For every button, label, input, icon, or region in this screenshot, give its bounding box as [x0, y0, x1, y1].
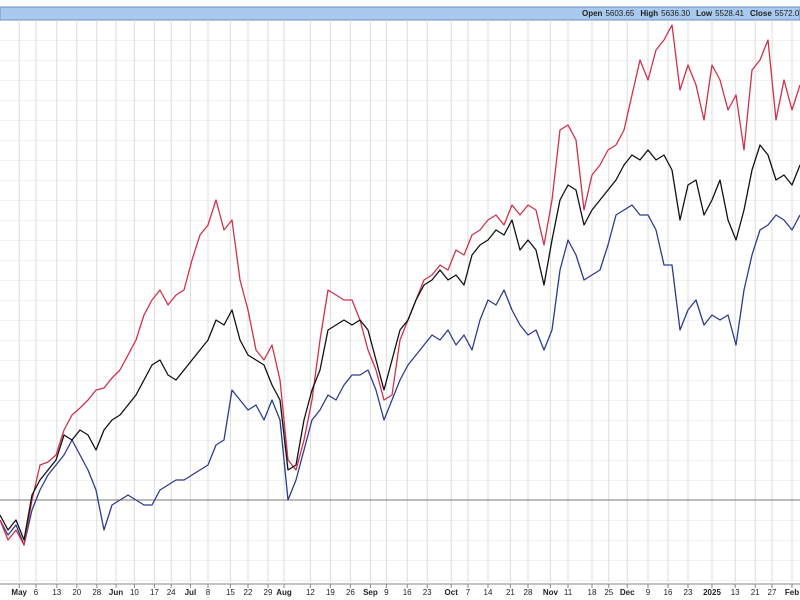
series-line — [0, 204, 800, 546]
header-label: High — [640, 9, 658, 18]
x-tick-label: Jun — [109, 588, 123, 597]
x-tick-label: 28 — [524, 588, 533, 597]
header-label: Open — [582, 9, 603, 18]
x-axis-labels: May 6 13 20 28 Jun 10 17 24 Jul 8 15 22 29 Aug 12 19 26 Se… — [11, 584, 799, 597]
x-tick-label: 25 — [604, 588, 613, 597]
header-value: 5572.07 — [775, 9, 800, 18]
x-tick-label: Feb — [785, 588, 799, 597]
x-tick-label: 13 — [52, 588, 61, 597]
x-tick-label: Nov — [543, 588, 559, 597]
x-tick-label: May — [11, 588, 27, 597]
x-tick-label: 17 — [150, 588, 159, 597]
x-tick-label: 19 — [326, 588, 335, 597]
x-tick-label: 15 — [226, 588, 235, 597]
series — [0, 24, 800, 546]
x-tick-label: 22 — [244, 588, 253, 597]
x-tick-label: 7 — [466, 588, 471, 597]
x-tick-label: 14 — [484, 588, 493, 597]
x-tick-label: 21 — [506, 588, 515, 597]
horizontal-grid — [0, 20, 800, 582]
series-line — [0, 144, 800, 541]
x-tick-label: 12 — [306, 588, 315, 597]
header-label: Close — [750, 9, 772, 18]
x-tick-label: 11 — [564, 588, 573, 597]
x-tick-label: 23 — [684, 588, 693, 597]
x-tick-label: 29 — [264, 588, 273, 597]
x-tick-label: Jul — [185, 588, 197, 597]
x-tick-label: 9 — [646, 588, 651, 597]
x-tick-label: Sep — [363, 588, 378, 597]
x-tick-label: 6 — [34, 588, 39, 597]
x-tick-label: 28 — [92, 588, 101, 597]
x-tick-label: 8 — [206, 588, 211, 597]
x-tick-label: 2025 — [703, 588, 721, 597]
header-bar — [0, 6, 800, 21]
x-tick-label: 16 — [403, 588, 412, 597]
x-tick-label: 9 — [384, 588, 389, 597]
header-value: 5636.30 — [661, 9, 690, 18]
x-tick-label: 27 — [768, 588, 777, 597]
x-tick-label: 10 — [130, 588, 139, 597]
grid — [0, 20, 800, 582]
header-value: 5603.65 — [605, 9, 634, 18]
x-tick-label: Oct — [445, 588, 459, 597]
x-tick-label: 16 — [664, 588, 673, 597]
header-value: 5528.41 — [715, 9, 744, 18]
x-tick-label: Aug — [276, 588, 292, 597]
x-tick-label: 24 — [167, 588, 176, 597]
x-tick-label: 18 — [588, 588, 597, 597]
x-tick-label: 26 — [346, 588, 355, 597]
header-label: Low — [696, 9, 713, 18]
x-tick-label: 20 — [72, 588, 81, 597]
series-line — [0, 24, 800, 546]
x-tick-label: 23 — [423, 588, 432, 597]
x-tick-label: Dec — [620, 588, 635, 597]
x-tick-label: 21 — [751, 588, 760, 597]
x-tick-label: 13 — [731, 588, 740, 597]
header: Open 5603.65 High 5636.30 Low 5528.41 Close 557… — [582, 9, 800, 18]
